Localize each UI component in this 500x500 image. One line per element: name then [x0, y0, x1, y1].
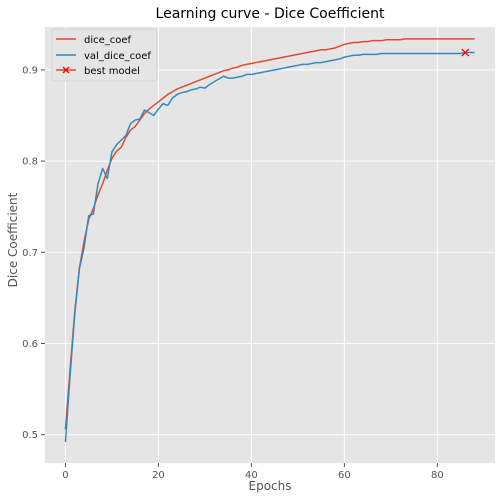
best-model-marker-layer — [461, 48, 470, 57]
tick-labels: 0 20 40 60 80 0.5 0.6 0.7 0.8 0.9 — [22, 65, 444, 481]
x-tick-label: 20 — [152, 470, 165, 481]
y-tick-label: 0.9 — [22, 65, 38, 76]
legend-box — [51, 28, 158, 82]
legend-label-dice-coef: dice_coef — [84, 35, 132, 46]
series-layer — [64, 38, 475, 443]
legend-x-marker-icon — [62, 66, 70, 74]
y-tick-label: 0.8 — [22, 157, 38, 168]
x-tick-label: 0 — [62, 470, 68, 481]
legend-label-best-model: best model — [84, 66, 140, 77]
plot-area-background — [45, 27, 495, 463]
y-axis-label: Dice Coefficient — [6, 192, 20, 287]
y-tick-label: 0.5 — [22, 430, 38, 441]
x-tick-label: 80 — [431, 470, 444, 481]
x-axis-label: Epochs — [249, 479, 292, 493]
y-tick-label: 0.7 — [22, 248, 38, 259]
y-tick-label: 0.6 — [22, 339, 38, 350]
legend: dice_coef val_dice_coef best model — [51, 28, 158, 82]
series-line-val-dice-coef — [64, 51, 475, 443]
legend-label-val-dice-coef: val_dice_coef — [84, 51, 151, 62]
chart-title: Learning curve - Dice Coefficient — [156, 6, 385, 22]
x-tick-label: 40 — [245, 470, 258, 481]
grid-lines — [45, 27, 495, 463]
x-tick-label: 60 — [338, 470, 351, 481]
best-model-marker — [461, 48, 470, 57]
series-line-dice-coef — [64, 38, 475, 430]
